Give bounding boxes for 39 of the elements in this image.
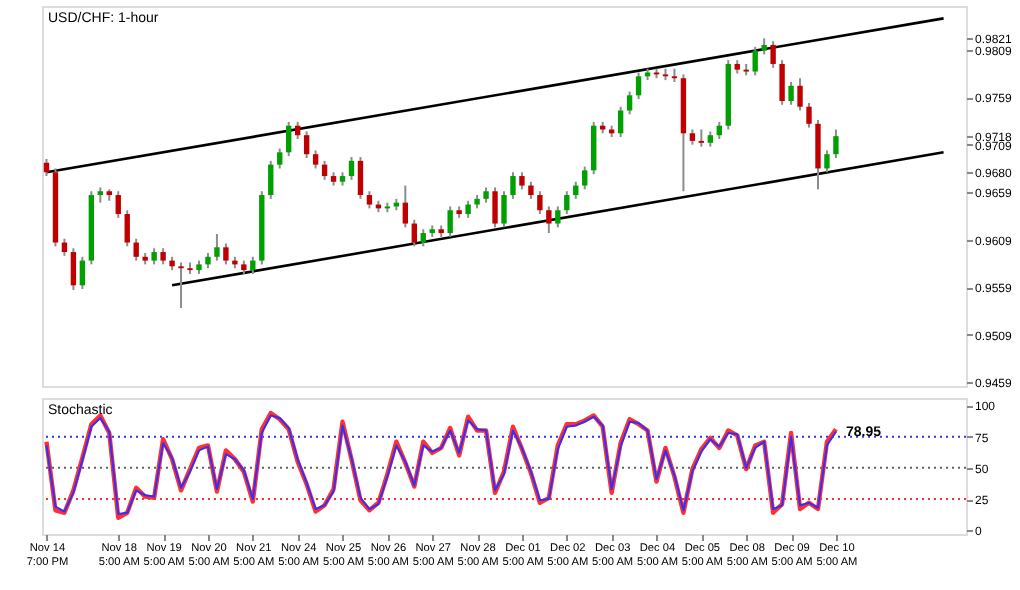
candlestick — [447, 205, 453, 238]
candlestick — [806, 101, 812, 129]
candlestick — [824, 149, 830, 174]
candlestick — [546, 205, 552, 235]
candlestick — [348, 156, 355, 181]
candlestick — [178, 261, 184, 310]
candlestick — [626, 90, 633, 116]
candlestick — [357, 156, 364, 200]
candlestick — [115, 190, 121, 219]
candlestick — [70, 247, 77, 292]
candlestick — [788, 81, 794, 106]
candlestick — [582, 165, 588, 191]
candlestick — [133, 237, 139, 262]
candlestick — [277, 147, 283, 170]
candlestick — [223, 242, 229, 266]
candlestick — [564, 190, 570, 216]
candlestick — [124, 209, 130, 248]
candlestick — [501, 190, 507, 229]
candlestick — [510, 171, 516, 200]
candlestick — [312, 149, 319, 170]
candlestick — [779, 59, 785, 106]
candlestick — [214, 233, 220, 262]
candlestick — [591, 120, 597, 176]
candlestick — [752, 45, 758, 77]
candlestick — [815, 119, 821, 191]
candlestick — [770, 40, 776, 69]
candlestick — [303, 130, 310, 159]
candlestick — [402, 184, 409, 229]
candlestick — [492, 186, 498, 229]
candlestick — [555, 205, 561, 229]
candlestick — [411, 218, 417, 248]
candlestick — [286, 120, 292, 158]
candlestick — [797, 77, 803, 112]
candlestick — [833, 128, 839, 159]
candlestick — [79, 255, 86, 291]
candlestick — [321, 159, 328, 181]
candlestick — [537, 190, 543, 216]
candlestick — [268, 159, 274, 200]
candlestick — [635, 71, 642, 101]
